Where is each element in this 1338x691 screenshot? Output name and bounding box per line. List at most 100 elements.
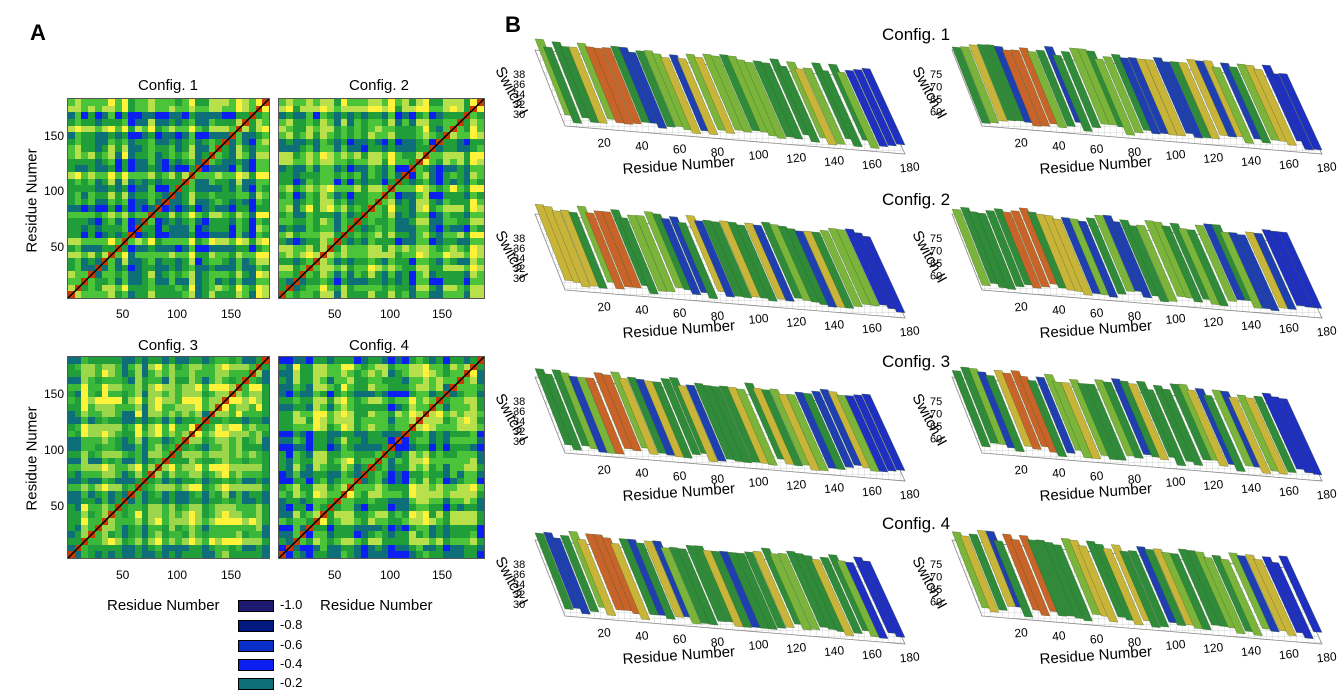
surface-x-tick: 60: [1089, 305, 1104, 320]
heatmap-cell: [94, 158, 102, 166]
surface-x-tick: 140: [1240, 317, 1262, 333]
heatmap-cell: [155, 152, 163, 160]
heatmap-cell: [215, 430, 223, 438]
heatmap-cell: [408, 205, 417, 213]
heatmap-cell: [443, 251, 451, 259]
heatmap-cell: [306, 171, 314, 180]
heatmap-cell: [228, 430, 236, 438]
heatmap-cell: [285, 238, 294, 246]
surface-x-tick: 20: [1014, 462, 1029, 477]
heatmap-cell: [395, 165, 403, 173]
heatmap-cell: [402, 218, 410, 226]
heatmap-cell: [175, 397, 183, 405]
heatmap-cell: [215, 225, 223, 233]
heatmap-cell: [470, 158, 478, 166]
heatmap-cell: [262, 284, 269, 292]
heatmap-cell: [88, 437, 96, 445]
heatmap-cell: [68, 424, 76, 432]
heatmap-cell: [94, 291, 102, 298]
heatmap-cell: [88, 198, 96, 206]
heatmap-cell: [188, 377, 196, 385]
heatmap-cell: [88, 417, 96, 425]
heatmap-cell: [374, 165, 382, 173]
surface-x-tick: 180: [1316, 486, 1338, 502]
heatmap-cell: [463, 158, 471, 166]
heatmap-cell: [367, 225, 376, 233]
heatmap-cell: [68, 264, 76, 272]
heatmap-cell: [155, 477, 163, 485]
heatmap-cell: [74, 105, 82, 113]
heatmap-cell: [208, 424, 216, 432]
heatmap-cell: [121, 417, 129, 425]
heatmap-cell: [477, 238, 484, 246]
heatmap-cell: [148, 125, 156, 133]
heatmap-cell: [429, 218, 437, 226]
heatmap-cell: [168, 291, 176, 298]
heatmap-cell: [141, 377, 149, 385]
heatmap-cell: [135, 251, 143, 259]
surface-x-tick: 60: [672, 631, 687, 646]
heatmap-cell: [255, 138, 263, 146]
heatmap-cell: [262, 225, 269, 233]
heatmap-cell: [248, 258, 257, 266]
heatmap-cell: [121, 205, 129, 213]
heatmap-cell: [248, 118, 257, 127]
heatmap-cell: [255, 291, 263, 298]
heatmap-cell: [285, 145, 294, 153]
heatmap-cell: [168, 171, 176, 180]
heatmap-cell: [108, 191, 116, 199]
heatmap-cell: [299, 264, 307, 272]
heatmap-cell: [320, 125, 328, 133]
heatmap-cell: [195, 211, 203, 219]
heatmap-cell: [148, 112, 156, 120]
heatmap-cell: [285, 112, 294, 120]
heatmap-cell: [235, 264, 243, 272]
heatmap-cell: [422, 291, 430, 298]
heatmap-cell: [255, 171, 263, 180]
heatmap-cell: [477, 191, 484, 199]
heatmap-cell: [292, 185, 300, 193]
heatmap-cell: [347, 271, 355, 279]
heatmap-cell: [168, 145, 176, 153]
heatmap-cell: [285, 291, 294, 298]
heatmap-cell: [279, 105, 287, 113]
heatmap-cell: [208, 125, 216, 133]
heatmap-cell: [313, 284, 321, 292]
heatmap-cell: [88, 470, 96, 479]
surface-x-tick: 180: [899, 486, 921, 502]
heatmap-cell: [422, 138, 430, 146]
heatmap-cell: [81, 238, 89, 246]
heatmap-cell: [208, 470, 216, 479]
heatmap-cell: [381, 152, 389, 160]
heatmap-cell: [135, 105, 143, 113]
heatmap-cell: [443, 145, 451, 153]
heatmap-cell: [408, 152, 417, 160]
heatmap-cell: [361, 178, 369, 186]
heatmap-cell: [121, 251, 129, 259]
heatmap-cell: [228, 264, 236, 272]
heatmap-cell: [101, 244, 109, 253]
heatmap-cell: [408, 284, 417, 292]
heatmap-cell: [402, 225, 410, 233]
heatmap-cell: [222, 377, 230, 385]
heatmap-cell: [320, 145, 328, 153]
heatmap-cell: [242, 457, 250, 465]
heatmap-cell: [81, 357, 89, 365]
heatmap-cell: [470, 231, 478, 239]
heatmap-cell: [215, 238, 223, 246]
heatmap-cell: [320, 291, 328, 298]
heatmap-cell: [235, 470, 243, 479]
heatmap-cell: [81, 377, 89, 385]
heatmap-cell: [135, 165, 143, 173]
heatmap-cell: [188, 291, 196, 298]
heatmap-cell: [415, 99, 423, 107]
heatmap-cell: [463, 225, 471, 233]
heatmap-cell: [121, 125, 129, 133]
heatmap-cell: [292, 152, 300, 160]
heatmap-cell: [463, 251, 471, 259]
heatmap-cell: [128, 244, 136, 253]
heatmap-cell: [395, 132, 403, 140]
heatmap-cell: [235, 424, 243, 432]
heatmap-cell: [354, 191, 362, 199]
heatmap-cell: [161, 278, 169, 286]
